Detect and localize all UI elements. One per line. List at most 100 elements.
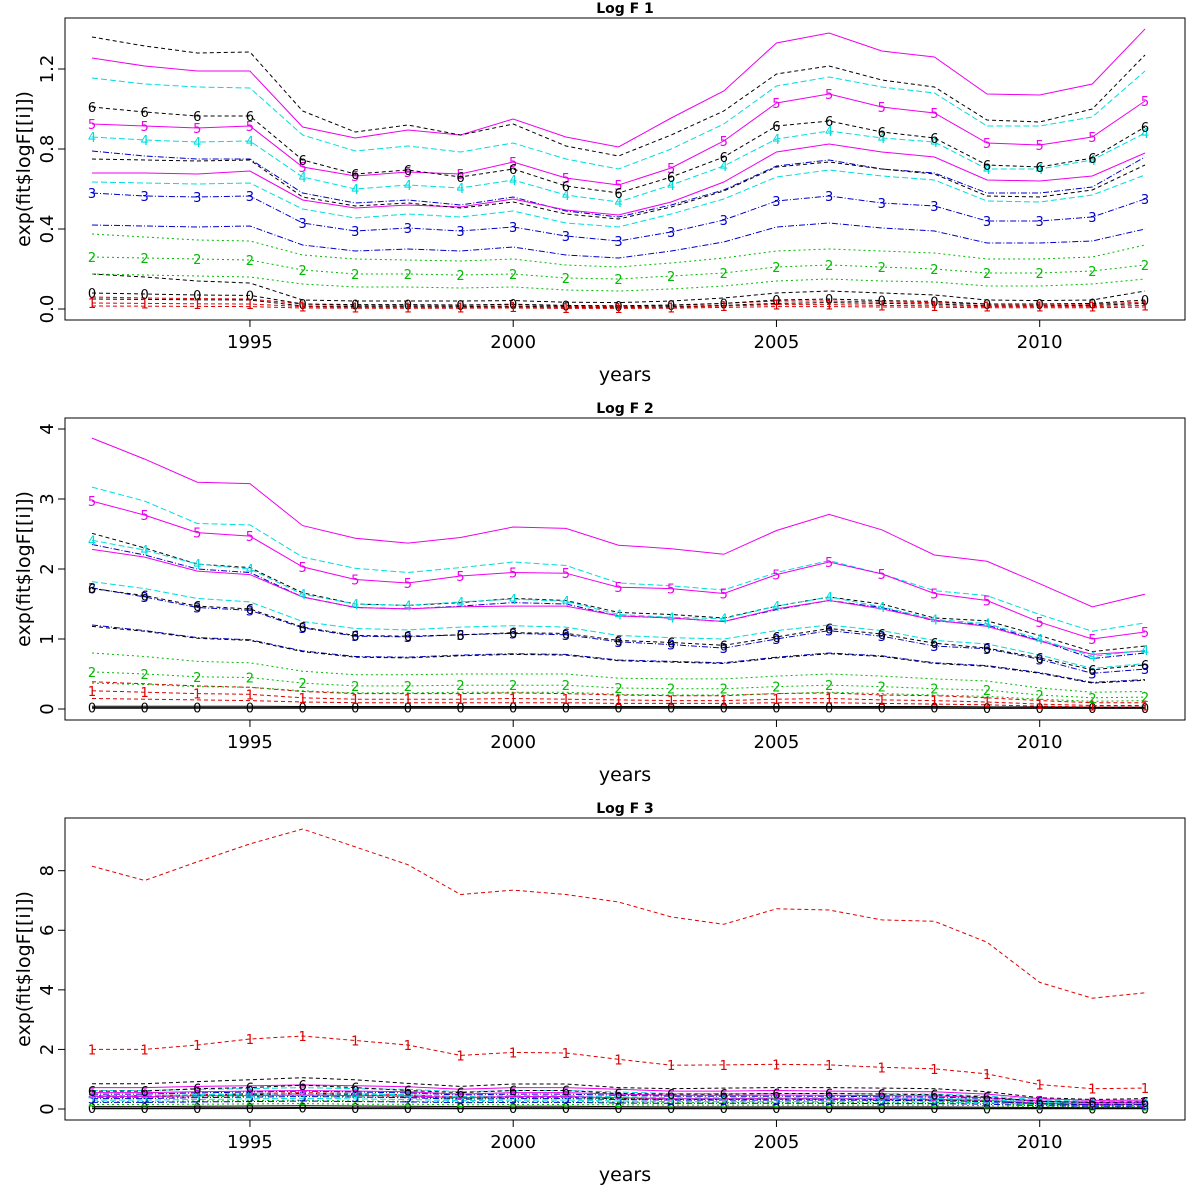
series-point-marker: 2	[720, 267, 728, 282]
series-point-marker: 4	[88, 1090, 96, 1105]
series-line-3	[92, 1095, 1146, 1106]
series-point-marker: 4	[1088, 1098, 1096, 1113]
series-point-marker: 3	[88, 1093, 96, 1108]
series-point-marker: 3	[562, 1093, 570, 1108]
band-upper-line-3	[91, 652, 1146, 693]
series-point-marker: 3	[1141, 1099, 1149, 1114]
series-point-marker: 1	[456, 1049, 464, 1064]
series-point-marker: 1	[298, 1030, 306, 1045]
series-point-marker: 4	[1088, 651, 1096, 666]
series-point-marker: 3	[193, 602, 201, 617]
series-point-marker: 3	[1088, 211, 1096, 226]
series-point-marker: 2	[456, 1096, 464, 1111]
series-point-marker: 4	[193, 1089, 201, 1104]
series-point-marker: 2	[1088, 1099, 1096, 1114]
series-point-marker: 6	[720, 639, 728, 654]
series-point-marker: 5	[1141, 1096, 1149, 1111]
series-point-marker: 2	[298, 677, 306, 692]
x-tick-label: 2010	[1017, 1132, 1063, 1153]
series-point-marker: 0	[772, 294, 780, 309]
series-point-marker: 3	[983, 1096, 991, 1111]
series-point-marker: 1	[141, 1043, 149, 1058]
series-point-marker: 3	[825, 1094, 833, 1109]
chart-title: Log F 3	[596, 801, 654, 817]
series-point-marker: 2	[88, 666, 96, 681]
series-point-marker: 6	[1036, 652, 1044, 667]
series-point-marker: 0	[930, 1102, 938, 1117]
series-point-marker: 4	[930, 613, 938, 628]
band-upper-line-5	[91, 70, 1146, 170]
series-point-marker: 5	[1088, 131, 1096, 146]
series-line-3	[91, 587, 1146, 674]
y-tick-label: 0	[37, 703, 58, 714]
series-point-marker: 2	[878, 681, 886, 696]
series-point-marker: 1	[930, 1063, 938, 1078]
series-point-marker: 0	[825, 702, 833, 717]
band-upper-line-3	[92, 1084, 1146, 1101]
series-point-marker: 2	[509, 1096, 517, 1111]
series-point-marker: 4	[825, 1092, 833, 1107]
series-point-marker: 2	[930, 263, 938, 278]
series-point-marker: 5	[614, 1088, 622, 1103]
series-point-marker: 4	[562, 1090, 570, 1105]
series-point-marker: 0	[141, 288, 149, 303]
series-point-marker: 3	[667, 226, 675, 241]
series-point-marker: 4	[88, 131, 96, 146]
series-point-marker: 4	[614, 196, 622, 211]
series-point-marker: 2	[983, 684, 991, 699]
series-point-marker: 6	[825, 623, 833, 638]
series-point-marker: 0	[562, 299, 570, 314]
series-point-marker: 6	[88, 1085, 96, 1100]
series-point-marker: 2	[772, 1096, 780, 1111]
series-point-marker: 4	[509, 174, 517, 189]
series-point-marker: 3	[298, 217, 306, 232]
series-point-marker: 6	[88, 101, 96, 116]
series-point-marker: 6	[930, 1089, 938, 1104]
series-point-marker: 2	[930, 1097, 938, 1112]
series-line-5	[92, 1089, 1146, 1103]
series-point-marker: 3	[456, 629, 464, 644]
series-point-marker: 2	[930, 683, 938, 698]
series-point-marker: 4	[983, 618, 991, 633]
plot-frame	[64, 817, 1186, 1121]
series-point-marker: 5	[1036, 139, 1044, 154]
series-point-marker: 6	[246, 603, 254, 618]
band-lower-line-1	[91, 298, 1146, 308]
series-point-marker: 2	[141, 252, 149, 267]
series-point-marker: 6	[509, 627, 517, 642]
series-point-marker: 3	[351, 1091, 359, 1106]
series-point-marker: 5	[141, 509, 149, 524]
series-point-marker: 6	[720, 1088, 728, 1103]
series-point-marker: 5	[1141, 95, 1149, 110]
series-point-marker: 4	[404, 179, 412, 194]
series-point-marker: 2	[456, 679, 464, 694]
series-point-marker: 6	[1141, 1096, 1149, 1111]
series-point-marker: 0	[193, 289, 201, 304]
band-lower-line-5	[92, 1100, 1145, 1107]
series-point-marker: 5	[141, 120, 149, 135]
series-point-marker: 0	[720, 1102, 728, 1117]
series-line-6	[92, 1084, 1146, 1103]
band-lower-line-3	[91, 682, 1146, 702]
band-upper-line-6	[91, 437, 1146, 608]
series-point-marker: 0	[1036, 1102, 1044, 1117]
series-point-marker: 1	[193, 1039, 201, 1054]
series-point-marker: 4	[88, 534, 96, 549]
series-point-marker: 2	[562, 679, 570, 694]
series-point-marker: 3	[298, 622, 306, 637]
series-point-marker: 0	[88, 1102, 96, 1117]
series-point-marker: 6	[141, 106, 149, 121]
band-upper-line-5	[91, 486, 1146, 632]
band-upper-line-7	[91, 532, 1146, 653]
series-point-marker: 5	[1141, 626, 1149, 641]
series-point-marker: 0	[456, 702, 464, 717]
series-point-marker: 3	[772, 195, 780, 210]
series-point-marker: 5	[88, 495, 96, 510]
series-point-marker: 6	[141, 590, 149, 605]
series-point-marker: 3	[562, 230, 570, 245]
series-point-marker: 5	[825, 556, 833, 571]
series-point-marker: 3	[562, 629, 570, 644]
series-point-marker: 6	[404, 630, 412, 645]
